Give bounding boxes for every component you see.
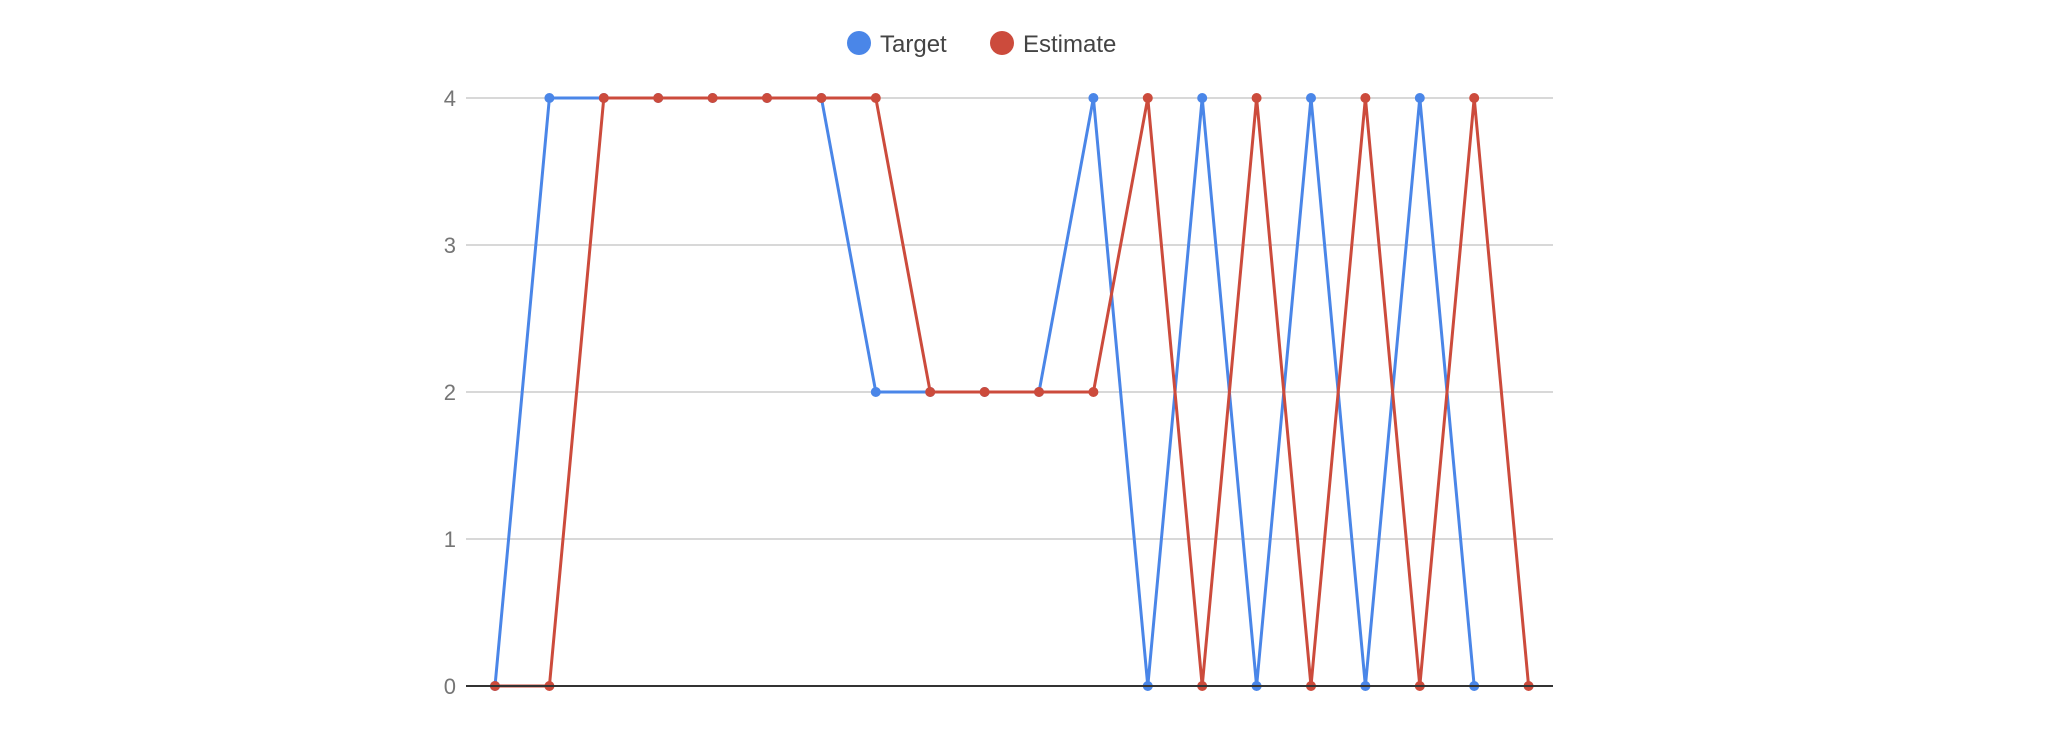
- legend: Target Estimate: [847, 31, 1116, 58]
- y-axis-ticks: 0 1 2 3 4: [444, 86, 456, 699]
- data-point-target-2: [544, 93, 555, 103]
- legend-label-estimate: Estimate: [1023, 31, 1116, 58]
- legend-label-target: Target: [880, 31, 947, 58]
- gridlines: [466, 97, 1553, 540]
- data-point-estimate-7: [816, 93, 827, 103]
- data-point-estimate-9: [925, 387, 936, 397]
- series-line-estimate: [495, 96, 1531, 688]
- data-point-target-18: [1414, 93, 1425, 103]
- data-point-estimate-19: [1469, 93, 1480, 103]
- y-tick-label-2: 2: [444, 380, 456, 405]
- data-point-estimate-11: [1034, 387, 1044, 397]
- data-point-target-14: [1197, 93, 1208, 103]
- y-tick-label-0: 0: [444, 674, 456, 699]
- data-point-estimate-8: [870, 93, 881, 103]
- legend-marker-target: [847, 31, 871, 55]
- legend-marker-estimate: [990, 31, 1014, 55]
- y-tick-label-4: 4: [444, 86, 456, 111]
- data-point-estimate-5: [707, 93, 718, 103]
- data-point-target-8: [870, 387, 881, 397]
- data-point-estimate-15: [1251, 93, 1262, 103]
- data-point-estimate-13: [1142, 93, 1153, 103]
- data-point-estimate-6: [762, 93, 772, 103]
- data-point-estimate-12: [1088, 387, 1099, 397]
- y-tick-label-3: 3: [444, 233, 456, 258]
- data-point-estimate-4: [653, 93, 664, 103]
- y-tick-label-1: 1: [444, 527, 456, 552]
- data-point-estimate-10: [979, 387, 990, 397]
- data-point-target-12: [1088, 93, 1099, 103]
- data-point-estimate-17: [1360, 93, 1371, 103]
- data-point-target-16: [1306, 93, 1316, 103]
- series-layer: [490, 93, 1534, 691]
- data-point-estimate-3: [598, 93, 609, 103]
